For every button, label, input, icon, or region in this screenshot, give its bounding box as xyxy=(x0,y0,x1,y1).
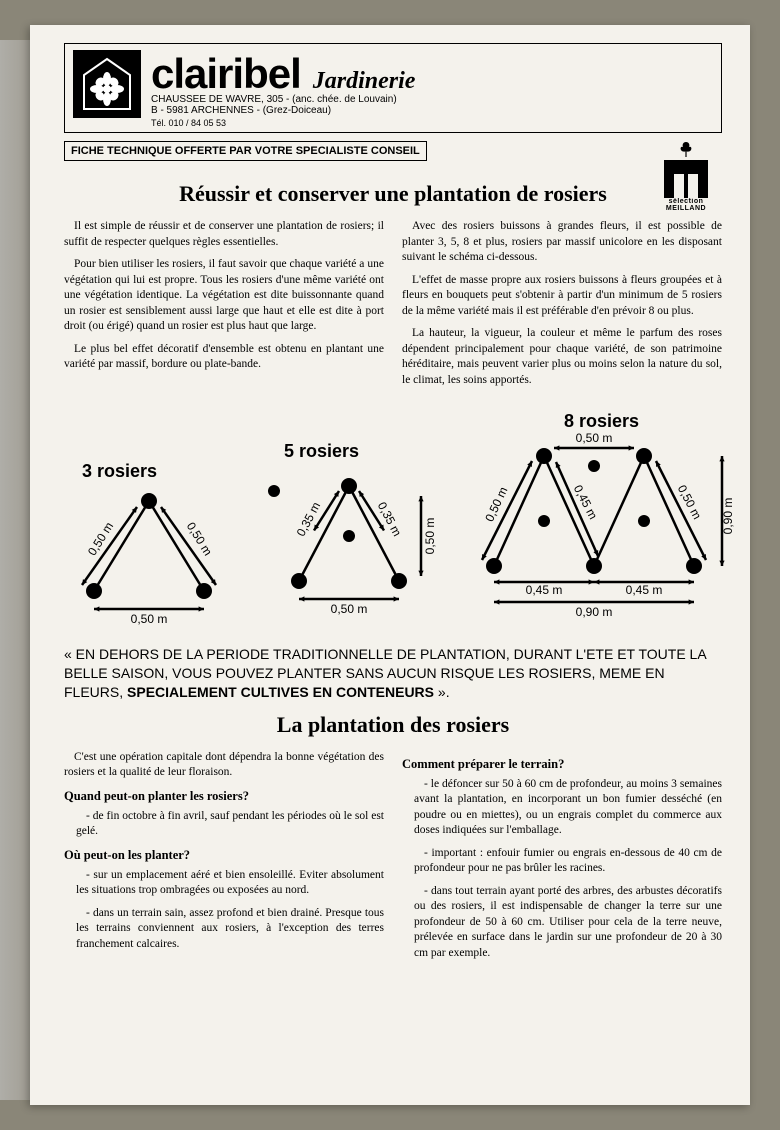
svg-text:0,50 m: 0,50 m xyxy=(331,602,368,616)
svg-text:0,50 m: 0,50 m xyxy=(131,612,168,626)
intro-right-p1: Avec des rosiers buissons à grandes fleu… xyxy=(402,219,722,266)
diagram-3-title: 3 rosiers xyxy=(82,461,157,482)
section-title-2: La plantation des rosiers xyxy=(64,712,722,738)
intro-right-p3: La hauteur, la vigueur, la couleur et mê… xyxy=(402,326,722,388)
meilland-badge: sélection MEILLAND xyxy=(658,140,714,212)
intro-columns: Il est simple de réussir et de conserver… xyxy=(64,219,722,395)
svg-text:0,50 m: 0,50 m xyxy=(85,520,116,559)
planting-diagrams: 3 rosiers 0,50 m 0,50 m 0,50 m 5 rosiers 0… xyxy=(64,411,722,631)
svg-text:0,45 m: 0,45 m xyxy=(526,583,563,597)
intro-right-p2: L'effet de masse propre aux rosiers buis… xyxy=(402,273,722,320)
svg-text:0,35 m: 0,35 m xyxy=(294,500,324,539)
answer-when: de fin octobre à fin avril, sauf pendant… xyxy=(64,809,384,840)
brand-subtitle: Jardinerie xyxy=(313,68,416,95)
answer-where-1: sur un emplacement aéré et bien ensoleil… xyxy=(64,868,384,899)
meilland-top-label: sélection xyxy=(658,198,714,205)
meilland-bottom-label: MEILLAND xyxy=(658,205,714,212)
intro-left-p1: Il est simple de réussir et de conserver… xyxy=(64,219,384,250)
answer-prepare-2: important : enfouir fumier ou engrais en… xyxy=(402,846,722,877)
brand-name: clairibel xyxy=(151,50,301,98)
intro-left-p3: Le plus bel effet décoratif d'ensemble e… xyxy=(64,342,384,373)
svg-text:0,50 m: 0,50 m xyxy=(675,483,705,522)
svg-text:0,50 m: 0,50 m xyxy=(576,431,613,445)
header-box: clairibel Jardinerie CHAUSSEE DE WAVRE, … xyxy=(64,43,722,133)
clairibel-logo xyxy=(73,50,141,118)
svg-text:0,35 m: 0,35 m xyxy=(375,500,405,539)
callout-bold: SPECIALEMENT CULTIVES EN CONTENEURS xyxy=(127,684,434,700)
answer-prepare-3: dans tout terrain ayant porté des arbres… xyxy=(402,884,722,962)
answer-where-2: dans un terrain sain, assez profond et b… xyxy=(64,906,384,953)
question-when: Quand peut-on planter les rosiers? xyxy=(64,788,384,805)
main-title: Réussir et conserver une plantation de r… xyxy=(64,181,722,207)
diagram-3-svg: 0,50 m 0,50 m 0,50 m xyxy=(64,481,234,631)
diagram-5-title: 5 rosiers xyxy=(284,441,359,462)
document-page: clairibel Jardinerie CHAUSSEE DE WAVRE, … xyxy=(30,25,750,1105)
question-where: Où peut-on les planter? xyxy=(64,847,384,864)
callout-suffix: ». xyxy=(434,684,450,700)
address-text: CHAUSSEE DE WAVRE, 305 - (anc. chée. de … xyxy=(151,94,713,116)
answer-prepare-1: le défoncer sur 50 à 60 cm de profondeur… xyxy=(402,777,722,839)
svg-text:0,50 m: 0,50 m xyxy=(184,520,215,559)
telephone-text: Tél. 010 / 84 05 53 xyxy=(151,118,713,128)
planting-columns: C'est une opération capitale dont dépend… xyxy=(64,750,722,969)
diagram-8-svg: 0,50 m0,50 m0,45 m0,50 m0,90 m0,45 m0,45… xyxy=(464,426,734,631)
planting-intro: C'est une opération capitale dont dépend… xyxy=(64,750,384,781)
svg-text:0,90 m: 0,90 m xyxy=(721,498,734,535)
fiche-technique-bar: FICHE TECHNIQUE OFFERTE PAR VOTRE SPECIA… xyxy=(64,141,427,161)
callout-paragraph: « EN DEHORS DE LA PERIODE TRADITIONNELLE… xyxy=(64,645,722,702)
intro-left-p2: Pour bien utiliser les rosiers, il faut … xyxy=(64,257,384,335)
svg-text:0,45 m: 0,45 m xyxy=(626,583,663,597)
svg-text:0,50 m: 0,50 m xyxy=(482,485,510,524)
diagram-5-svg: 0,35 m 0,35 m 0,50 m 0,50 m xyxy=(244,461,454,631)
svg-text:0,90 m: 0,90 m xyxy=(576,605,613,619)
svg-text:0,50 m: 0,50 m xyxy=(423,518,437,555)
question-prepare: Comment préparer le terrain? xyxy=(402,756,722,773)
